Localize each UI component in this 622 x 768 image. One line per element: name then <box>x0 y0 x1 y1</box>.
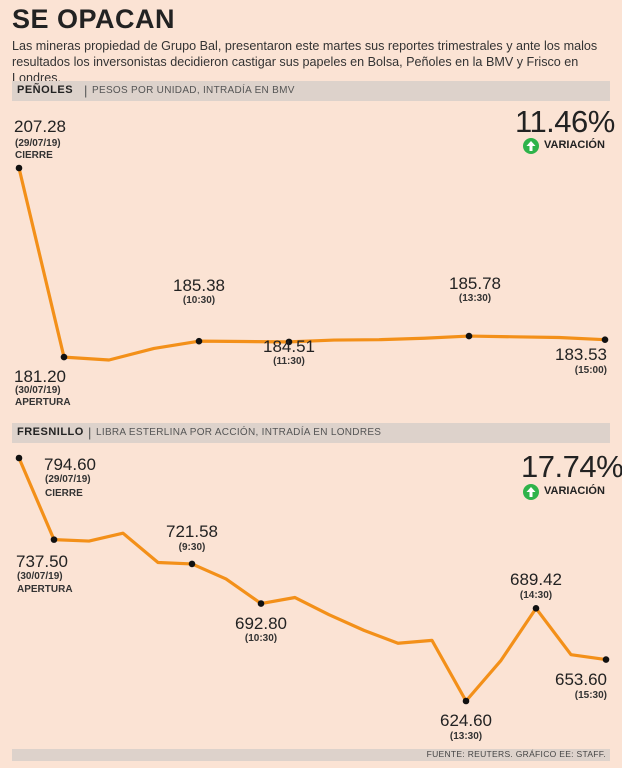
data-point-marker <box>601 336 609 343</box>
fresnillo-header-band: FRESNILLO | LIBRA ESTERLINA POR ACCIÓN, … <box>12 423 610 443</box>
data-label-value: 185.78 <box>449 274 501 293</box>
data-label-sub: (10:30) <box>245 633 277 644</box>
data-label-value: 624.60 <box>440 711 492 730</box>
series-line <box>17 166 607 362</box>
data-point-marker <box>465 332 473 340</box>
data-label-sub: (14:30) <box>520 590 552 601</box>
data-label-sub: APERTURA <box>15 397 71 408</box>
data-label-sub: (13:30) <box>459 293 491 304</box>
data-label-value: 184.51 <box>263 337 315 356</box>
data-label-sub: (30/07/19) <box>17 571 63 582</box>
data-point-marker <box>285 338 293 346</box>
data-label-value: 794.60 <box>44 455 96 474</box>
data-label-value: 181.20 <box>14 367 66 386</box>
data-label-value: 653.60 <box>555 670 607 689</box>
data-point-marker <box>532 605 540 612</box>
penoles-variation-label: VARIACIÓN <box>544 139 605 151</box>
data-point-marker <box>195 337 203 345</box>
data-label-value: 737.50 <box>16 552 68 571</box>
data-label-sub: APERTURA <box>17 584 73 595</box>
data-label-value: 185.38 <box>173 276 225 295</box>
source-text: FUENTE: REUTERS. GRÁFICO EE: STAFF. <box>426 749 606 759</box>
data-point-marker <box>188 560 196 568</box>
data-point-marker <box>15 454 23 462</box>
fresnillo-variation-pct: 17.74% <box>521 449 622 484</box>
series-line <box>17 456 608 703</box>
fresnillo-desc: LIBRA ESTERLINA POR ACCIÓN, INTRADÍA EN … <box>96 427 382 438</box>
data-label-sub: (11:30) <box>273 356 305 367</box>
page-title: SE OPACAN <box>12 4 176 34</box>
data-label-sub: (9:30) <box>179 542 206 553</box>
data-label-sub: CIERRE <box>15 150 53 161</box>
data-point-marker <box>462 697 470 705</box>
arrow-up-icon <box>523 484 539 500</box>
arrow-up-icon <box>523 138 539 154</box>
data-label-sub: (15:30) <box>575 690 607 701</box>
data-point-marker <box>15 164 23 172</box>
divider: | <box>88 425 92 440</box>
data-label-value: 183.53 <box>555 345 607 364</box>
data-label-sub: (30/07/19) <box>15 385 61 396</box>
fresnillo-name: FRESNILLO <box>17 426 84 438</box>
penoles-line-chart: 207.28 (29/07/19)CIERRE 181.20(30/07/19)AP… <box>14 117 609 408</box>
data-point-marker <box>60 353 68 361</box>
penoles-variation-pct: 11.46% <box>515 104 615 139</box>
penoles-name: PEÑOLES <box>17 84 74 96</box>
divider: | <box>84 83 88 98</box>
data-label-sub: (15:00) <box>575 365 607 376</box>
data-label-sub: (10:30) <box>183 295 215 306</box>
data-label-value: 721.58 <box>166 522 218 541</box>
data-label-sub: CIERRE <box>45 488 83 499</box>
penoles-desc: PESOS POR UNIDAD, INTRADÍA EN BMV <box>92 85 295 96</box>
data-label-sub: (13:30) <box>450 731 482 742</box>
fresnillo-variation-label: VARIACIÓN <box>544 485 605 497</box>
data-point-marker <box>50 536 58 543</box>
data-point-marker <box>257 600 265 607</box>
page-subtitle: Las mineras propiedad de Grupo Bal, pres… <box>12 39 598 85</box>
penoles-header-band: PEÑOLES | PESOS POR UNIDAD, INTRADÍA EN … <box>12 81 610 101</box>
source-footer: FUENTE: REUTERS. GRÁFICO EE: STAFF. <box>12 749 610 761</box>
data-point-marker <box>602 656 610 663</box>
data-label-value: 207.28 <box>14 117 66 136</box>
data-label-sub: (29/07/19) <box>45 474 91 485</box>
data-label-sub: (29/07/19) <box>15 138 61 149</box>
data-label-value: 689.42 <box>510 570 562 589</box>
data-label-value: 692.80 <box>235 614 287 633</box>
